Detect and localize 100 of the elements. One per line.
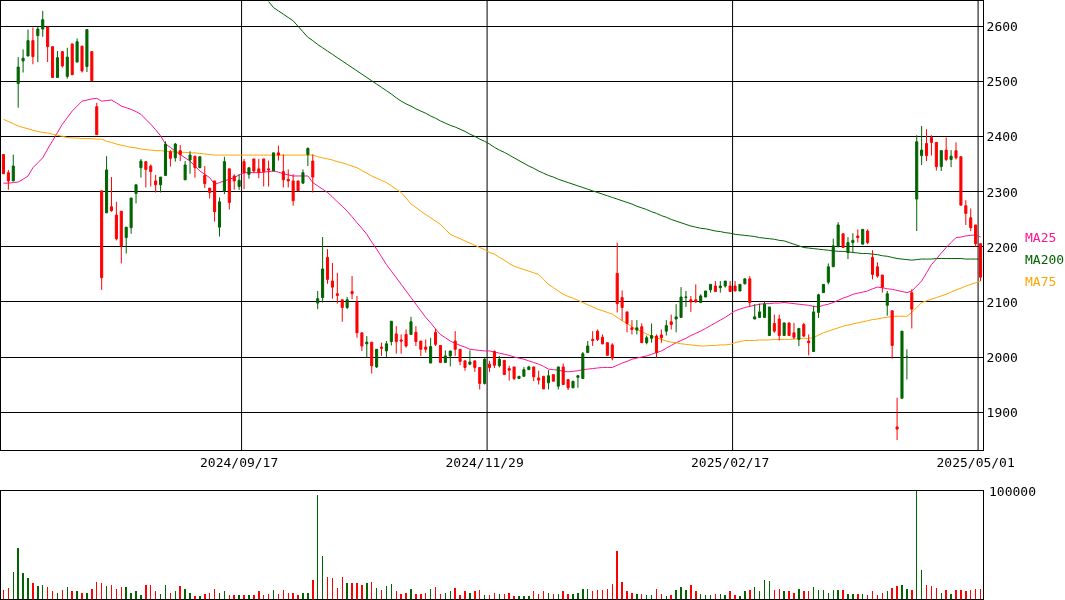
candlestick bbox=[448, 350, 452, 367]
candlestick bbox=[335, 272, 339, 305]
candlestick bbox=[885, 290, 889, 317]
candlestick bbox=[807, 333, 811, 356]
candlestick bbox=[870, 249, 875, 280]
candlestick bbox=[144, 161, 148, 189]
candlestick bbox=[119, 210, 123, 264]
candlestick bbox=[664, 319, 668, 337]
x-tick-label: 2025/05/01 bbox=[936, 454, 1015, 470]
candlestick bbox=[276, 145, 280, 162]
candlestick bbox=[262, 158, 266, 187]
candlestick bbox=[890, 310, 894, 360]
candlestick bbox=[610, 342, 614, 361]
candlestick bbox=[208, 187, 212, 200]
candlestick bbox=[605, 342, 609, 356]
candlestick bbox=[46, 26, 50, 63]
candlestick bbox=[797, 327, 801, 347]
candlestick bbox=[826, 262, 830, 285]
y-tick-label: 2300 bbox=[986, 184, 1018, 200]
candlestick bbox=[438, 344, 442, 364]
candlestick bbox=[861, 228, 865, 245]
candlestick bbox=[325, 248, 330, 285]
x-tick-label: 2024/11/29 bbox=[445, 454, 524, 470]
candlestick bbox=[159, 176, 163, 193]
candlestick bbox=[316, 290, 320, 310]
candlestick bbox=[743, 278, 747, 285]
candlestick bbox=[321, 236, 325, 304]
candlestick bbox=[80, 45, 84, 74]
candlestick bbox=[379, 342, 384, 357]
candlestick bbox=[75, 37, 79, 63]
text: MA75 bbox=[1025, 274, 1057, 289]
candlestick bbox=[409, 316, 413, 335]
candlestick bbox=[600, 333, 605, 345]
candlestick bbox=[821, 283, 825, 294]
y-tick-label: 2000 bbox=[986, 349, 1018, 365]
text: MA25 bbox=[1025, 230, 1057, 245]
candlestick bbox=[920, 125, 924, 166]
candlestick bbox=[139, 158, 143, 179]
candlestick bbox=[247, 167, 251, 180]
text: MA200 bbox=[1025, 252, 1065, 267]
candlestick bbox=[203, 165, 207, 189]
candlestick bbox=[65, 47, 69, 80]
candlestick bbox=[154, 174, 158, 193]
candlestick bbox=[311, 154, 315, 193]
candlestick bbox=[134, 184, 138, 204]
candlestick bbox=[365, 335, 369, 358]
candlestick bbox=[109, 176, 114, 213]
candlestick bbox=[669, 314, 673, 330]
candlestick bbox=[281, 154, 285, 189]
candlestick bbox=[163, 140, 168, 176]
candlestick bbox=[237, 173, 241, 191]
candlestick bbox=[242, 158, 246, 190]
candlestick bbox=[546, 369, 550, 390]
candlestick bbox=[537, 370, 541, 386]
candlestick bbox=[895, 397, 899, 441]
candlestick bbox=[718, 280, 722, 294]
candlestick bbox=[704, 290, 708, 298]
candlestick bbox=[812, 305, 816, 353]
candlestick bbox=[173, 142, 177, 163]
candlestick bbox=[178, 144, 182, 162]
candlestick bbox=[497, 355, 501, 368]
candlestick bbox=[723, 280, 727, 289]
y-tick-label: 1900 bbox=[986, 404, 1018, 420]
candlestick bbox=[856, 228, 860, 244]
candlestick bbox=[183, 160, 187, 181]
candlestick bbox=[738, 283, 742, 292]
candlestick bbox=[301, 168, 305, 185]
candlestick bbox=[596, 329, 600, 342]
candlestick bbox=[880, 274, 884, 294]
candlestick bbox=[11, 154, 15, 182]
candlestick bbox=[488, 360, 492, 373]
candlestick bbox=[252, 158, 256, 174]
candlestick bbox=[424, 338, 428, 354]
candlestick bbox=[659, 329, 663, 344]
y-tick-label: 2100 bbox=[986, 294, 1018, 310]
candlestick bbox=[345, 296, 349, 310]
candlestick bbox=[591, 330, 595, 347]
candlestick bbox=[389, 320, 393, 346]
candlestick bbox=[929, 134, 933, 157]
candlestick bbox=[974, 224, 978, 248]
candlestick bbox=[979, 243, 983, 282]
candlestick bbox=[502, 359, 506, 376]
candlestick bbox=[31, 26, 35, 65]
candlestick bbox=[232, 173, 236, 191]
candlestick bbox=[934, 141, 938, 171]
candlestick bbox=[85, 29, 89, 73]
candlestick bbox=[198, 155, 202, 169]
candlestick bbox=[6, 169, 10, 191]
candlestick bbox=[939, 150, 943, 172]
candlestick bbox=[90, 51, 94, 82]
candlestick bbox=[227, 168, 231, 211]
candlestick bbox=[758, 303, 762, 318]
candlestick bbox=[512, 366, 516, 381]
candlestick bbox=[16, 56, 20, 109]
candlestick bbox=[654, 333, 659, 359]
candlestick bbox=[708, 283, 713, 294]
candlestick bbox=[375, 348, 379, 369]
candlestick bbox=[816, 293, 821, 319]
candlestick bbox=[762, 300, 767, 318]
y-tick-label: 2500 bbox=[986, 74, 1018, 90]
